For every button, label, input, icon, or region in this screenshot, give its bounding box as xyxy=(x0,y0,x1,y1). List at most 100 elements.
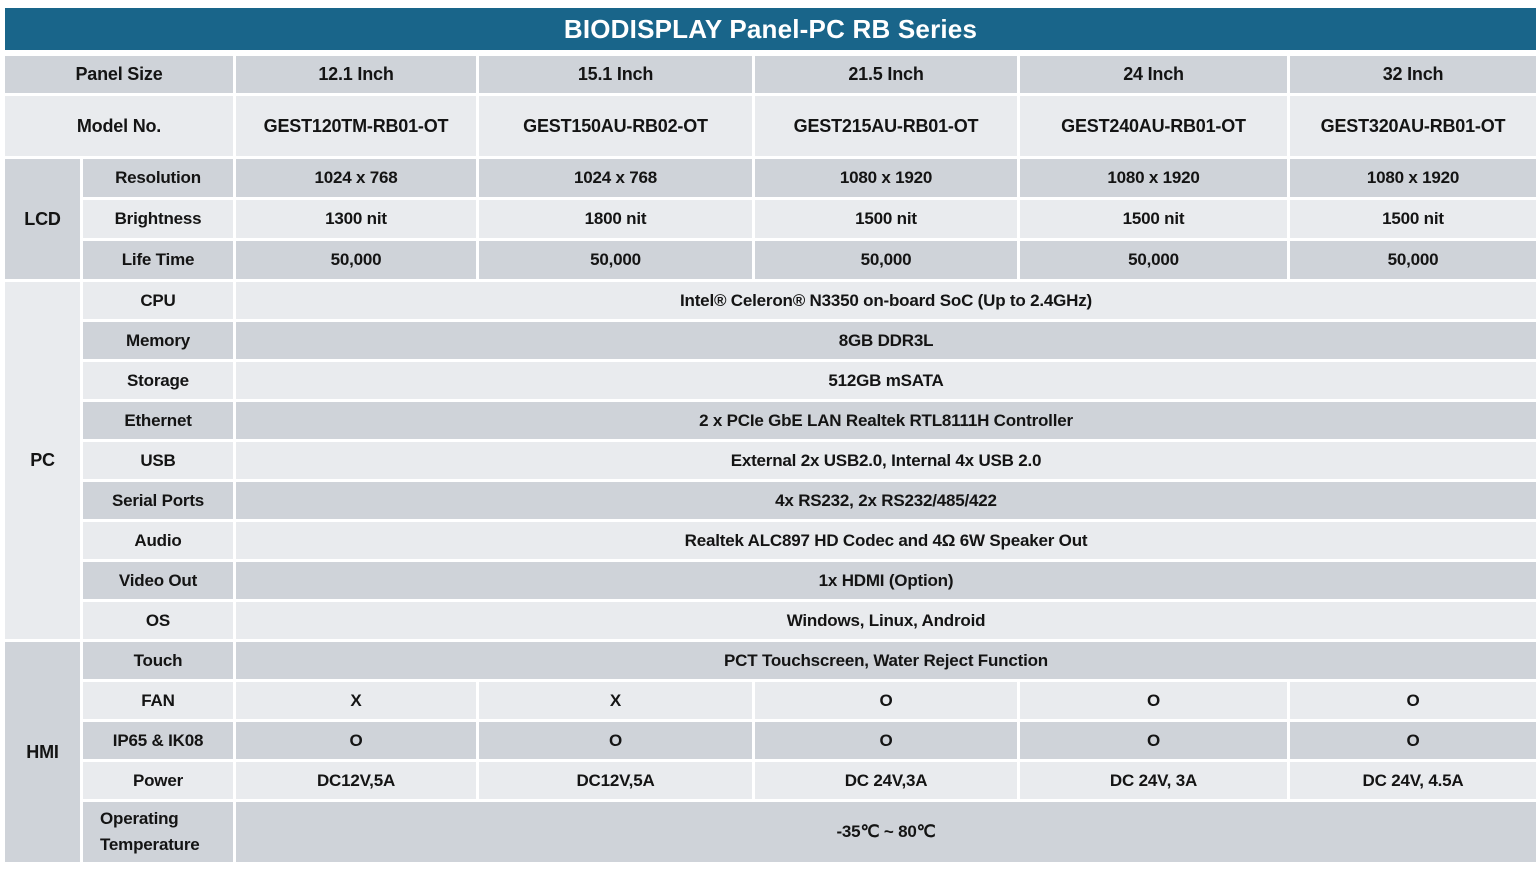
row-value-os-text: Windows, Linux, Android xyxy=(786,610,986,630)
row-label-fan: FAN xyxy=(83,682,233,719)
row-value-ip65-ik08-col2-text: O xyxy=(608,730,623,750)
panel-size-value-21-5-inch-text: 21.5 Inch xyxy=(848,64,924,85)
row-label-usb: USB xyxy=(83,442,233,479)
row-value-life-time-col5: 50,000 xyxy=(1290,241,1536,279)
row-value-power-col5: DC 24V, 4.5A xyxy=(1290,762,1536,799)
row-value-power-col4-text: DC 24V, 3A xyxy=(1109,770,1198,790)
row-value-brightness-col4-text: 1500 nit xyxy=(1122,209,1185,229)
row-value-fan-col5: O xyxy=(1290,682,1536,719)
panel-size-label-text: Panel Size xyxy=(75,64,163,85)
row-value-audio: Realtek ALC897 HD Codec and 4Ω 6W Speake… xyxy=(236,522,1536,559)
row-value-resolution-col2: 1024 x 768 xyxy=(479,159,752,197)
row-value-power-col5-text: DC 24V, 4.5A xyxy=(1362,770,1464,790)
row-label-power-text: Power xyxy=(132,770,184,790)
row-value-power-col2: DC12V,5A xyxy=(479,762,752,799)
row-value-power-col2-text: DC12V,5A xyxy=(576,770,655,790)
row-value-life-time-col2-text: 50,000 xyxy=(590,250,641,270)
row-value-ip65-ik08-col3-text: O xyxy=(879,730,893,750)
row-value-storage: 512GB mSATA xyxy=(236,362,1536,399)
model-no-value-2-text: GEST150AU-RB02-OT xyxy=(523,115,708,136)
row-value-resolution-col4: 1080 x 1920 xyxy=(1020,159,1287,197)
panel-size-label: Panel Size xyxy=(5,56,233,93)
row-value-fan-col4: O xyxy=(1020,682,1287,719)
row-label-cpu-text: CPU xyxy=(140,290,176,310)
row-value-fan-col2-text: X xyxy=(609,690,622,710)
row-label-audio: Audio xyxy=(83,522,233,559)
row-value-brightness-col1: 1300 nit xyxy=(236,200,476,238)
model-no-value-4: GEST240AU-RB01-OT xyxy=(1020,96,1287,156)
row-value-ip65-ik08-col4-text: O xyxy=(1146,730,1161,750)
title-bar: BIODISPLAY Panel-PC RB Series xyxy=(5,8,1536,50)
row-value-usb-text: External 2x USB2.0, Internal 4x USB 2.0 xyxy=(730,450,1042,470)
row-value-resolution-col3: 1080 x 1920 xyxy=(755,159,1017,197)
model-no-value-1: GEST120TM-RB01-OT xyxy=(236,96,476,156)
row-value-ip65-ik08-col5: O xyxy=(1290,722,1536,759)
panel-size-value-21-5-inch: 21.5 Inch xyxy=(755,56,1017,93)
row-value-resolution-col2-text: 1024 x 768 xyxy=(573,168,658,188)
row-label-ip65-ik08-text: IP65 & IK08 xyxy=(112,730,204,750)
row-value-ethernet-text: 2 x PCIe GbE LAN Realtek RTL8111H Contro… xyxy=(699,410,1073,430)
row-value-resolution-col5-text: 1080 x 1920 xyxy=(1366,168,1460,188)
group-label-hmi: HMI xyxy=(5,642,80,862)
row-value-life-time-col3-text: 50,000 xyxy=(860,250,912,270)
row-value-storage-text: 512GB mSATA xyxy=(828,370,944,390)
row-label-usb-text: USB xyxy=(140,450,176,470)
row-value-resolution-col1: 1024 x 768 xyxy=(236,159,476,197)
row-value-life-time-col3: 50,000 xyxy=(755,241,1017,279)
row-value-power-col1-text: DC12V,5A xyxy=(316,770,396,790)
row-value-cpu-text: Intel® Celeron® N3350 on-board SoC (Up t… xyxy=(680,290,1092,310)
row-label-touch-text: Touch xyxy=(133,650,183,670)
group-label-hmi-text: HMI xyxy=(26,741,59,762)
row-value-ip65-ik08-col4: O xyxy=(1020,722,1287,759)
row-value-video-out: 1x HDMI (Option) xyxy=(236,562,1536,599)
row-label-ethernet-text: Ethernet xyxy=(124,410,192,430)
row-value-video-out-text: 1x HDMI (Option) xyxy=(818,570,954,590)
row-value-serial-ports: 4x RS232, 2x RS232/485/422 xyxy=(236,482,1536,519)
row-value-life-time-col1-text: 50,000 xyxy=(330,250,382,270)
row-label-power: Power xyxy=(83,762,233,799)
row-label-os: OS xyxy=(83,602,233,639)
model-no-value-2: GEST150AU-RB02-OT xyxy=(479,96,752,156)
row-label-ip65-ik08: IP65 & IK08 xyxy=(83,722,233,759)
row-value-operating-temperature: -35℃ ~ 80℃ xyxy=(236,802,1536,862)
panel-size-value-15-1-inch-text: 15.1 Inch xyxy=(577,64,654,85)
row-label-operating-temperature: Operating Temperature xyxy=(83,802,233,862)
row-value-fan-col1: X xyxy=(236,682,476,719)
group-label-pc-text: PC xyxy=(30,450,55,471)
row-value-resolution-col1-text: 1024 x 768 xyxy=(314,168,398,188)
row-value-brightness-col2: 1800 nit xyxy=(479,200,752,238)
panel-size-value-24-inch: 24 Inch xyxy=(1020,56,1287,93)
row-value-touch-text: PCT Touchscreen, Water Reject Function xyxy=(724,650,1048,670)
row-value-power-col4: DC 24V, 3A xyxy=(1020,762,1287,799)
model-no-label: Model No. xyxy=(5,96,233,156)
row-value-memory-text: 8GB DDR3L xyxy=(838,330,934,350)
row-label-serial-ports: Serial Ports xyxy=(83,482,233,519)
row-label-life-time-text: Life Time xyxy=(121,250,195,270)
model-no-value-5: GEST320AU-RB01-OT xyxy=(1290,96,1536,156)
row-label-life-time: Life Time xyxy=(83,241,233,279)
row-value-resolution-col5: 1080 x 1920 xyxy=(1290,159,1536,197)
model-no-value-1-text: GEST120TM-RB01-OT xyxy=(263,115,449,136)
panel-size-value-32-inch: 32 Inch xyxy=(1290,56,1536,93)
group-label-lcd-text: LCD xyxy=(24,208,61,229)
row-value-life-time-col4: 50,000 xyxy=(1020,241,1287,279)
row-value-brightness-col5: 1500 nit xyxy=(1290,200,1536,238)
row-value-os: Windows, Linux, Android xyxy=(236,602,1536,639)
row-label-video-out-text: Video Out xyxy=(118,570,198,590)
model-no-value-5-text: GEST320AU-RB01-OT xyxy=(1320,115,1506,136)
row-value-resolution-col4-text: 1080 x 1920 xyxy=(1107,168,1200,188)
row-value-fan-col1-text: X xyxy=(350,690,362,710)
row-value-life-time-col5-text: 50,000 xyxy=(1387,250,1439,270)
row-label-storage: Storage xyxy=(83,362,233,399)
row-value-power-col1: DC12V,5A xyxy=(236,762,476,799)
panel-size-value-12-1-inch: 12.1 Inch xyxy=(236,56,476,93)
panel-size-value-32-inch-text: 32 Inch xyxy=(1382,64,1444,85)
spec-table: Panel Size 12.1 Inch 15.1 Inch 21.5 Inch 24 … xyxy=(5,56,1536,862)
row-value-touch: PCT Touchscreen, Water Reject Function xyxy=(236,642,1536,679)
row-label-brightness: Brightness xyxy=(83,200,233,238)
panel-size-value-15-1-inch: 15.1 Inch xyxy=(479,56,752,93)
row-value-power-col3-text: DC 24V,3A xyxy=(844,770,928,790)
row-label-memory-text: Memory xyxy=(126,330,190,350)
row-value-ip65-ik08-col1-text: O xyxy=(349,730,363,750)
